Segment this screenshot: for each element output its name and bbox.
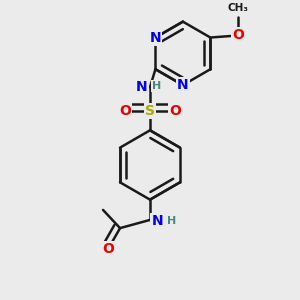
Text: S: S <box>145 103 155 118</box>
Text: N: N <box>152 214 163 228</box>
Text: CH₃: CH₃ <box>228 3 249 13</box>
Text: O: O <box>119 103 131 118</box>
Text: N: N <box>177 78 189 92</box>
Text: O: O <box>169 103 181 118</box>
Text: N: N <box>136 80 148 94</box>
Text: N: N <box>150 31 161 44</box>
Text: H: H <box>167 216 176 226</box>
Text: H: H <box>152 81 161 91</box>
Text: O: O <box>232 28 244 43</box>
Text: O: O <box>102 242 114 256</box>
